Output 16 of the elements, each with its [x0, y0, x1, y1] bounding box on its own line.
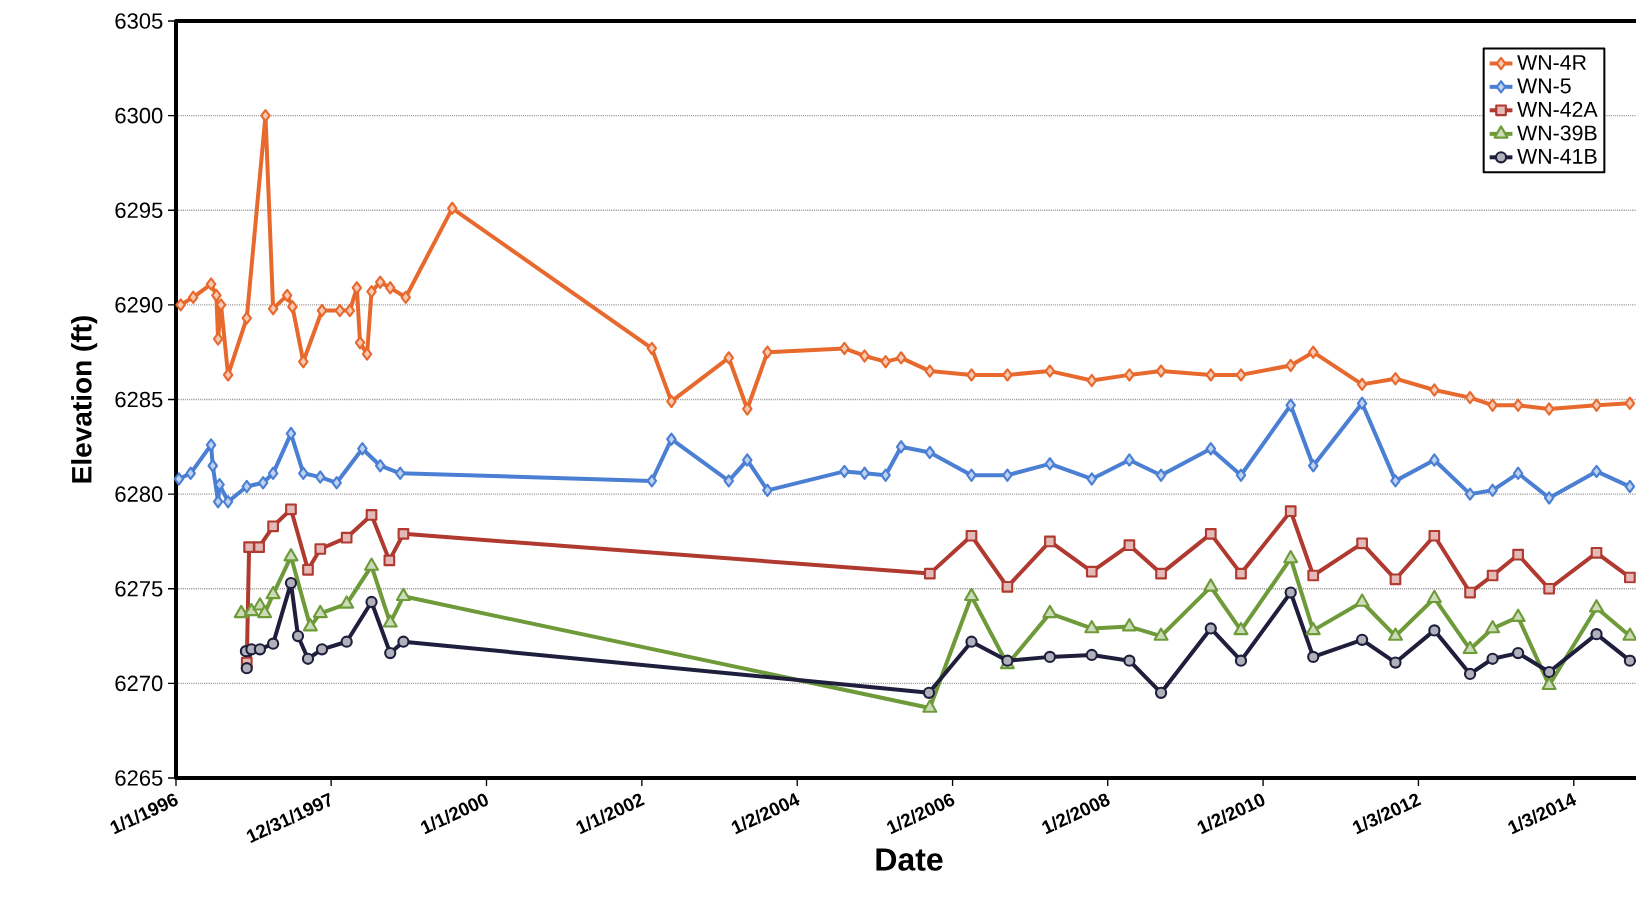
legend-label: WN-4R	[1517, 55, 1587, 70]
y-tick-label: 6275	[115, 580, 163, 597]
y-tick-label: 6265	[115, 770, 163, 786]
legend-label: WN-39B	[1517, 125, 1597, 141]
y-axis-title: Elevation (ft)	[71, 316, 98, 483]
legend-label: WN-42A	[1517, 101, 1598, 117]
legend-label: WN-41B	[1517, 148, 1597, 164]
y-tick-label: 6290	[115, 297, 163, 313]
y-tick-label: 6285	[115, 391, 163, 408]
y-tick-label: 6305	[115, 13, 163, 29]
legend-label: WN-5	[1517, 78, 1571, 94]
x-axis-title: Date	[876, 848, 943, 871]
y-tick-label: 6295	[115, 202, 163, 219]
y-tick-label: 6300	[115, 107, 163, 124]
y-tick-label: 6280	[115, 486, 163, 502]
y-tick-label: 6270	[115, 675, 163, 692]
